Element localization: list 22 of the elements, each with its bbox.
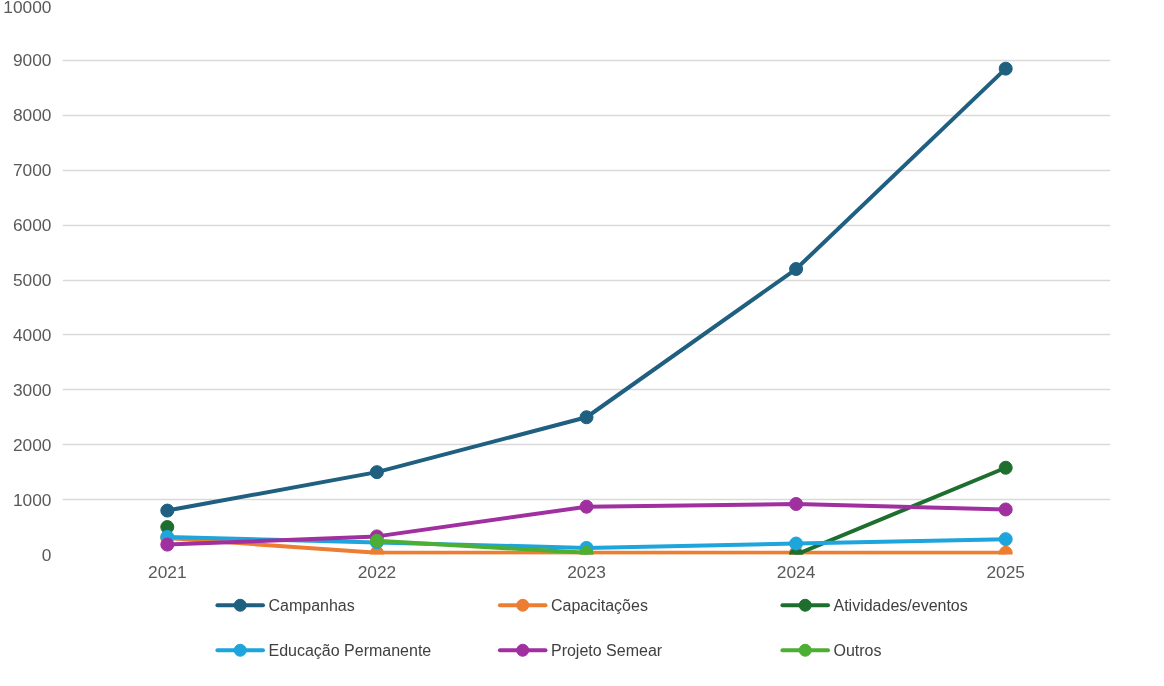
x-tick-label: 2024 [776,561,816,582]
y-tick-label: 3000 [12,379,52,400]
y-tick-label: 7000 [12,160,52,181]
legend-label: Campanhas [268,596,355,614]
y-tick-label: 10000 [3,0,52,17]
y-tick-label: 2000 [12,434,52,455]
x-tick-label: 2025 [986,561,1025,582]
y-tick-label: 1000 [12,489,52,510]
y-tick-label: 0 [41,544,52,565]
legend-label: Capacitações [550,596,648,614]
x-tick-label: 2022 [357,561,397,582]
x-tick-label: 2021 [148,561,187,582]
legend-label: Atividades/eventos [833,596,968,614]
y-tick-label: 4000 [12,324,52,345]
legend-label: Outros [833,641,882,659]
legend-label: Projeto Semear [550,641,663,659]
y-tick-label: 5000 [12,270,52,290]
y-tick-label: 6000 [12,215,52,236]
x-tick-label: 2023 [567,561,606,582]
y-tick-label: 8000 [12,105,52,126]
legend-label: Educação Permanente [268,641,432,659]
y-tick-label: 9000 [12,50,52,71]
